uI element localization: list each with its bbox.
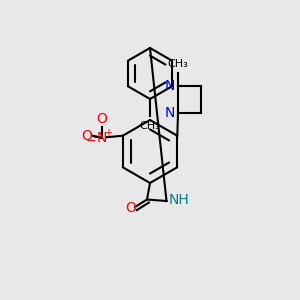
Text: CH₃: CH₃: [140, 121, 160, 131]
Text: +: +: [104, 128, 112, 138]
Text: N: N: [97, 131, 107, 145]
Text: NH: NH: [169, 193, 189, 206]
Text: CH₃: CH₃: [168, 59, 188, 69]
Text: O: O: [96, 112, 107, 126]
Text: O: O: [81, 129, 92, 143]
Text: −: −: [86, 135, 97, 148]
Text: N: N: [165, 79, 175, 93]
Text: N: N: [165, 106, 175, 120]
Text: O: O: [125, 202, 136, 215]
